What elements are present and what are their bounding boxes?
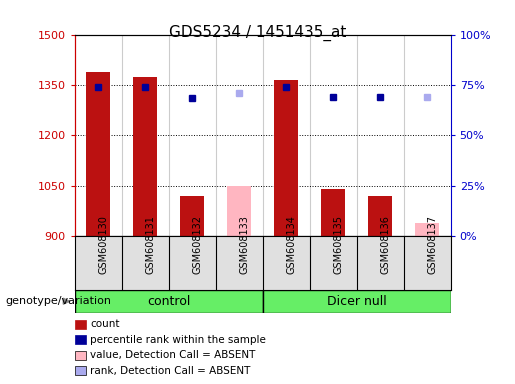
Bar	[75, 290, 263, 313]
Text: percentile rank within the sample: percentile rank within the sample	[90, 335, 266, 345]
Bar	[133, 76, 157, 236]
Bar	[274, 80, 298, 236]
Text: GSM608132: GSM608132	[192, 215, 202, 274]
Text: rank, Detection Call = ABSENT: rank, Detection Call = ABSENT	[90, 366, 250, 376]
Bar	[368, 196, 392, 236]
Text: value, Detection Call = ABSENT: value, Detection Call = ABSENT	[90, 350, 255, 360]
Text: GSM608134: GSM608134	[286, 215, 296, 274]
Text: GSM608137: GSM608137	[427, 215, 437, 274]
Text: Dicer null: Dicer null	[327, 295, 387, 308]
Text: count: count	[90, 319, 119, 329]
Bar	[87, 71, 110, 236]
Bar	[180, 196, 204, 236]
Text: GSM608133: GSM608133	[239, 215, 249, 274]
Bar	[228, 186, 251, 236]
Text: GSM608135: GSM608135	[333, 215, 343, 274]
Text: GSM608130: GSM608130	[98, 215, 108, 274]
Text: GSM608136: GSM608136	[380, 215, 390, 274]
Text: GDS5234 / 1451435_at: GDS5234 / 1451435_at	[169, 25, 346, 41]
Text: control: control	[147, 295, 191, 308]
Text: genotype/variation: genotype/variation	[5, 296, 111, 306]
Bar	[321, 189, 345, 236]
Text: GSM608131: GSM608131	[145, 215, 155, 274]
Bar	[263, 290, 451, 313]
Bar	[416, 223, 439, 236]
